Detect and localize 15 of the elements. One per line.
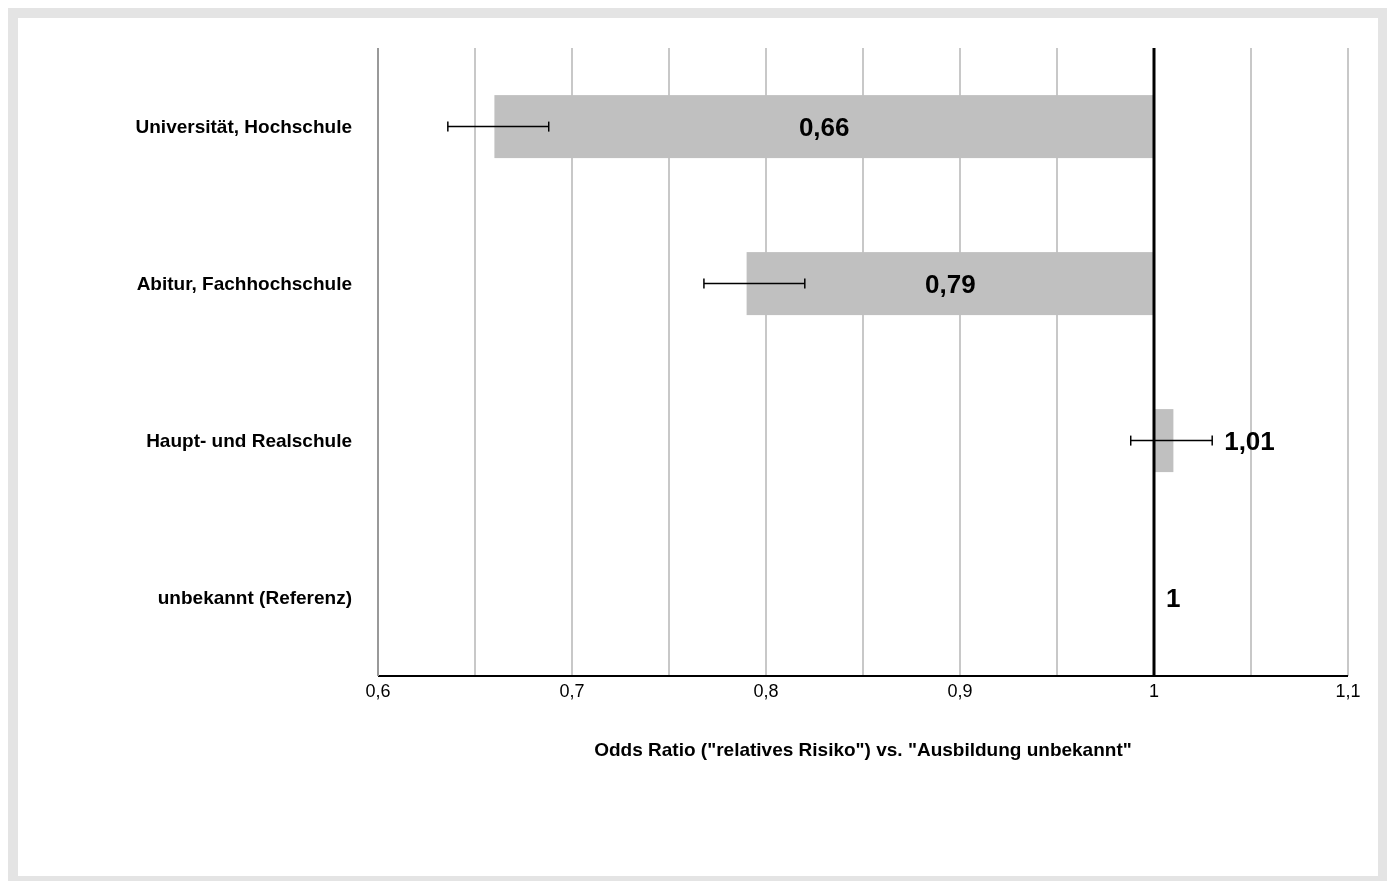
- data-label: 0,66: [798, 111, 850, 142]
- data-label: 0,79: [925, 268, 976, 299]
- x-tick-label: 0,9: [947, 680, 973, 701]
- y-tick-label: unbekannt (Referenz): [157, 587, 352, 609]
- y-tick-label: Universität, Hochschule: [135, 116, 352, 138]
- x-tick-label: 1,1: [1335, 680, 1361, 701]
- data-label: 1,01: [1224, 425, 1275, 456]
- x-axis-title: Odds Ratio ("relatives Risiko") vs. "Ausbildung unbekannt": [594, 739, 1132, 760]
- x-tick-label: 0,7: [559, 680, 585, 701]
- x-tick-label: 1: [1148, 680, 1160, 701]
- x-tick-label: 0,8: [753, 680, 779, 701]
- y-tick-label: Haupt- und Realschule: [146, 430, 352, 452]
- text: 1: [1166, 582, 1181, 613]
- y-tick-label: Abitur, Fachhochschule: [136, 273, 352, 295]
- x-tick-label: 0,6: [365, 680, 391, 701]
